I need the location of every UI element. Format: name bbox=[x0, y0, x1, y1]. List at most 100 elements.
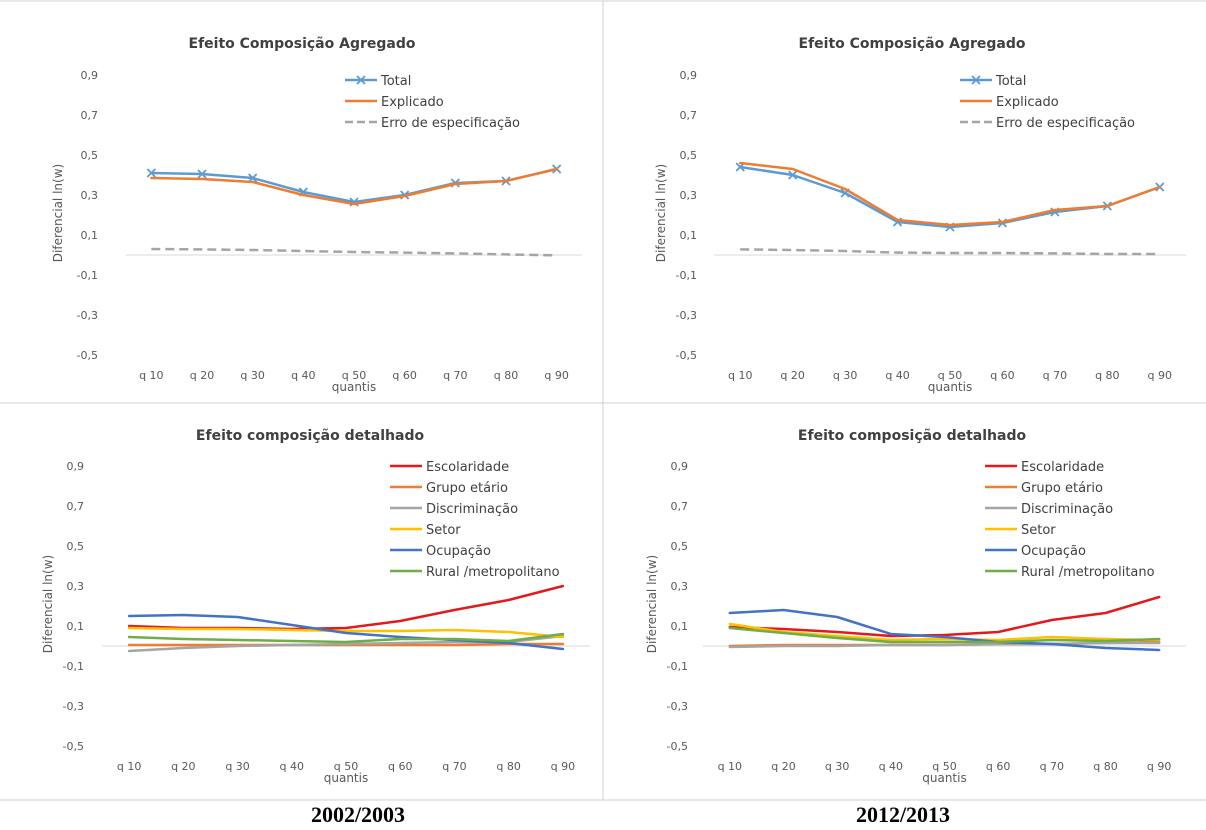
legend-label: Escolaridade bbox=[1021, 460, 1104, 475]
legend-marker bbox=[356, 75, 366, 85]
y-tick-label: 0,5 bbox=[671, 540, 689, 553]
x-tick-label: q 80 bbox=[1095, 369, 1119, 382]
y-tick-label: 0,3 bbox=[671, 580, 689, 593]
data-point-marker bbox=[197, 169, 207, 179]
legend-label: Setor bbox=[1021, 523, 1056, 538]
x-tick-label: q 60 bbox=[392, 369, 416, 382]
y-tick-label: 0,3 bbox=[81, 189, 99, 202]
y-axis-label: Diferencial ln(w) bbox=[41, 555, 55, 653]
period-label-left: 2002/2003 bbox=[311, 802, 405, 827]
y-axis-label: Diferencial ln(w) bbox=[645, 555, 659, 653]
legend-label: Rural /metropolitano bbox=[426, 565, 560, 580]
x-tick-label: q 30 bbox=[240, 369, 264, 382]
y-tick-label: -0,3 bbox=[63, 700, 84, 713]
x-tick-label: q 90 bbox=[544, 369, 568, 382]
x-tick-label: q 30 bbox=[833, 369, 857, 382]
series-line-1 bbox=[150, 167, 558, 204]
y-tick-label: -0,5 bbox=[667, 740, 688, 753]
legend-label: Setor bbox=[426, 523, 461, 538]
chart-panels: Efeito Composição Agregado 0,9 0,7 0,5 0,3 0,… bbox=[41, 36, 1186, 785]
x-tick-label: q 40 bbox=[885, 369, 909, 382]
y-tick-label: 0,9 bbox=[81, 69, 99, 82]
y-axis-label: Diferencial ln(w) bbox=[654, 164, 668, 262]
y-tick-label: 0,3 bbox=[680, 189, 698, 202]
chart-panel-4: Efeito composição detalhado 0,9 0,7 0,5 0,3 0… bbox=[645, 428, 1186, 785]
x-tick-label: q 40 bbox=[280, 760, 304, 773]
x-tick-label: q 20 bbox=[171, 760, 195, 773]
y-tick-label: -0,3 bbox=[676, 309, 697, 322]
y-tick-label: -0,1 bbox=[667, 660, 688, 673]
legend-label: Ocupação bbox=[1021, 544, 1086, 559]
x-tick-label: q 20 bbox=[190, 369, 214, 382]
x-axis-label: quantis bbox=[928, 380, 972, 394]
series-line-2 bbox=[150, 167, 558, 206]
y-tick-label: 0,7 bbox=[680, 109, 698, 122]
x-tick-label: q 90 bbox=[551, 760, 575, 773]
legend-label: Erro de especificação bbox=[996, 116, 1135, 131]
legend-label: Grupo etário bbox=[1021, 481, 1103, 496]
chart-panel-3: Efeito composição detalhado 0,9 0,7 0,5 0,3 0… bbox=[41, 428, 590, 785]
chart-panel-2: Efeito Composição Agregado 0,9 0,7 0,5 0,3 0,… bbox=[654, 36, 1186, 394]
chart-title: Efeito composição detalhado bbox=[196, 428, 425, 444]
x-tick-label: q 80 bbox=[1093, 760, 1117, 773]
y-tick-label: 0,7 bbox=[67, 500, 85, 513]
x-tick-label: q 50 bbox=[342, 369, 366, 382]
series-line-4 bbox=[728, 622, 1161, 642]
x-tick-label: q 10 bbox=[117, 760, 141, 773]
y-tick-label: 0,5 bbox=[680, 149, 698, 162]
x-axis-label: quantis bbox=[922, 771, 966, 785]
legend-label: Explicado bbox=[996, 95, 1059, 110]
x-tick-label: q 70 bbox=[443, 369, 467, 382]
y-tick-label: -0,5 bbox=[676, 349, 697, 362]
series-line-3 bbox=[728, 641, 1161, 649]
y-tick-label: -0,1 bbox=[63, 660, 84, 673]
y-tick-label: -0,1 bbox=[77, 269, 98, 282]
x-tick-label: q 30 bbox=[225, 760, 249, 773]
x-tick-label: q 60 bbox=[990, 369, 1014, 382]
legend-label: Total bbox=[380, 74, 411, 89]
chart-title: Efeito Composição Agregado bbox=[799, 36, 1026, 52]
y-tick-label: 0,1 bbox=[680, 229, 698, 242]
x-axis-label: quantis bbox=[332, 380, 376, 394]
series-line-1 bbox=[738, 165, 1162, 229]
x-tick-label: q 50 bbox=[938, 369, 962, 382]
x-tick-label: q 70 bbox=[1043, 369, 1067, 382]
y-tick-label: 0,1 bbox=[67, 620, 85, 633]
chart-title: Efeito composição detalhado bbox=[798, 428, 1027, 444]
data-point-marker bbox=[146, 168, 156, 178]
x-tick-label: q 70 bbox=[442, 760, 466, 773]
x-tick-label: q 20 bbox=[780, 369, 804, 382]
x-tick-label: q 40 bbox=[879, 760, 903, 773]
legend-marker bbox=[971, 75, 981, 85]
y-tick-label: 0,9 bbox=[680, 69, 698, 82]
legend-label: Discriminação bbox=[1021, 502, 1113, 517]
x-tick-label: q 10 bbox=[139, 369, 163, 382]
series-line-4 bbox=[127, 626, 565, 639]
series-line-2 bbox=[738, 161, 1162, 227]
series-line-1 bbox=[127, 584, 565, 631]
x-tick-label: q 70 bbox=[1040, 760, 1064, 773]
x-tick-label: q 80 bbox=[494, 369, 518, 382]
y-tick-label: -0,5 bbox=[63, 740, 84, 753]
y-tick-label: 0,7 bbox=[81, 109, 99, 122]
y-axis-label: Diferencial ln(w) bbox=[51, 164, 65, 262]
chart-panel-1: Efeito Composição Agregado 0,9 0,7 0,5 0,3 0,… bbox=[51, 36, 582, 394]
y-tick-label: 0,5 bbox=[81, 149, 99, 162]
legend-label: Escolaridade bbox=[426, 460, 509, 475]
x-tick-label: q 10 bbox=[728, 369, 752, 382]
y-tick-label: -0,1 bbox=[676, 269, 697, 282]
x-tick-label: q 80 bbox=[496, 760, 520, 773]
x-tick-label: q 40 bbox=[291, 369, 315, 382]
x-tick-label: q 10 bbox=[718, 760, 742, 773]
x-tick-label: q 30 bbox=[825, 760, 849, 773]
legend-label: Discriminação bbox=[426, 502, 518, 517]
x-tick-label: q 60 bbox=[986, 760, 1010, 773]
legend-label: Ocupação bbox=[426, 544, 491, 559]
y-tick-label: 0,1 bbox=[81, 229, 99, 242]
period-label-right: 2012/2013 bbox=[856, 802, 950, 827]
series-line-5 bbox=[127, 613, 565, 651]
legend-label: Erro de especificação bbox=[381, 116, 520, 131]
x-tick-label: q 60 bbox=[388, 760, 412, 773]
x-tick-label: q 90 bbox=[1147, 760, 1171, 773]
